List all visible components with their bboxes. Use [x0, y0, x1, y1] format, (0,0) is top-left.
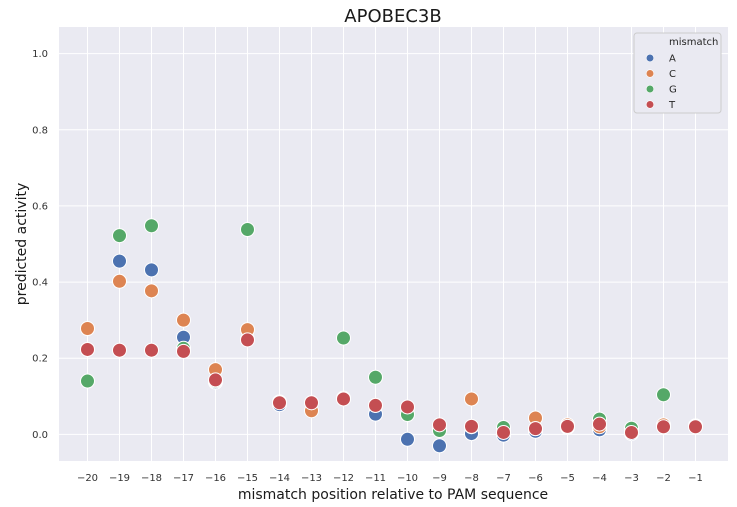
data-point-t	[656, 419, 671, 435]
data-point-t	[272, 395, 287, 411]
x-tick-label: −12	[333, 473, 354, 484]
x-tick-label: −20	[77, 473, 98, 484]
x-tick-label: −15	[237, 473, 258, 484]
x-tick-label: −13	[301, 473, 322, 484]
x-tick-label: −6	[528, 473, 543, 484]
plot-area	[59, 27, 728, 461]
x-axis-label: mismatch position relative to PAM sequen…	[238, 487, 548, 503]
legend-marker-t	[645, 100, 655, 109]
x-tick-label: −18	[141, 473, 162, 484]
x-tick-label: −5	[560, 473, 575, 484]
y-tick-label: 0.6	[32, 201, 48, 212]
chart-title: APOBEC3B	[344, 6, 441, 27]
data-point-t	[688, 419, 703, 435]
legend-marker-c	[645, 69, 655, 78]
data-point-g	[112, 228, 127, 244]
data-point-t	[368, 397, 383, 413]
data-point-g	[656, 387, 671, 403]
x-tick-label: −10	[397, 473, 418, 484]
data-point-a	[112, 253, 127, 269]
x-tick-labels: −20 −19 −18 −17 −16 −15 −14 −13 −12 −11 −10 −9 −8 −7 −…	[77, 473, 703, 484]
y-tick-labels: 0.0 0.2 0.4 0.6 0.8 1.0	[32, 49, 48, 441]
data-point-g	[80, 373, 95, 389]
y-tick-label: 0.4	[32, 278, 48, 289]
x-tick-label: −2	[656, 473, 671, 484]
data-point-t	[144, 342, 159, 358]
x-tick-label: −3	[624, 473, 639, 484]
data-points	[80, 218, 703, 454]
data-point-t	[208, 372, 223, 388]
data-point-g	[144, 218, 159, 234]
data-point-a	[144, 262, 159, 278]
x-tick-label: −1	[688, 473, 703, 484]
x-tick-label: −14	[269, 473, 290, 484]
x-tick-label: −9	[432, 473, 447, 484]
x-tick-label: −19	[109, 473, 130, 484]
data-point-t	[528, 421, 543, 437]
legend-box	[633, 32, 722, 114]
data-point-t	[592, 416, 607, 432]
y-tick-label: 0.0	[32, 430, 48, 441]
data-point-t	[112, 342, 127, 358]
x-tick-label: −8	[464, 473, 479, 484]
legend-marker-g	[645, 84, 655, 94]
y-tick-label: 0.8	[32, 125, 48, 136]
x-tick-label: −11	[365, 473, 386, 484]
data-point-t	[624, 424, 639, 440]
data-point-t	[464, 418, 479, 434]
y-tick-label: 0.2	[32, 354, 48, 365]
data-point-t	[304, 395, 319, 411]
data-point-c	[80, 321, 95, 337]
y-tick-label: 1.0	[32, 49, 48, 60]
grid	[59, 27, 728, 461]
legend-label-c: C	[669, 69, 676, 80]
x-tick-label: −16	[205, 473, 226, 484]
data-point-c	[112, 273, 127, 289]
legend-title: mismatch	[669, 37, 718, 48]
data-point-a	[400, 431, 415, 447]
data-point-c	[464, 391, 479, 407]
data-point-a	[432, 438, 447, 454]
data-point-t	[560, 418, 575, 434]
data-point-g	[240, 222, 255, 238]
data-point-t	[336, 391, 351, 407]
data-point-c	[144, 283, 159, 299]
data-point-t	[240, 332, 255, 348]
data-point-g	[368, 369, 383, 385]
data-point-t	[80, 341, 95, 357]
data-point-t	[176, 343, 191, 359]
data-point-g	[336, 330, 351, 346]
data-point-t	[400, 399, 415, 415]
data-point-t	[432, 417, 447, 433]
x-tick-label: −4	[592, 473, 607, 484]
y-axis-label: predicted activity	[14, 183, 30, 305]
x-tick-label: −7	[496, 473, 511, 484]
legend-label-a: A	[669, 54, 676, 65]
legend-label-g: G	[669, 85, 677, 96]
legend-marker-a	[645, 53, 655, 63]
x-tick-label: −17	[173, 473, 194, 484]
legend-label-t: T	[668, 100, 676, 111]
data-point-t	[496, 424, 511, 440]
data-point-c	[176, 312, 191, 328]
